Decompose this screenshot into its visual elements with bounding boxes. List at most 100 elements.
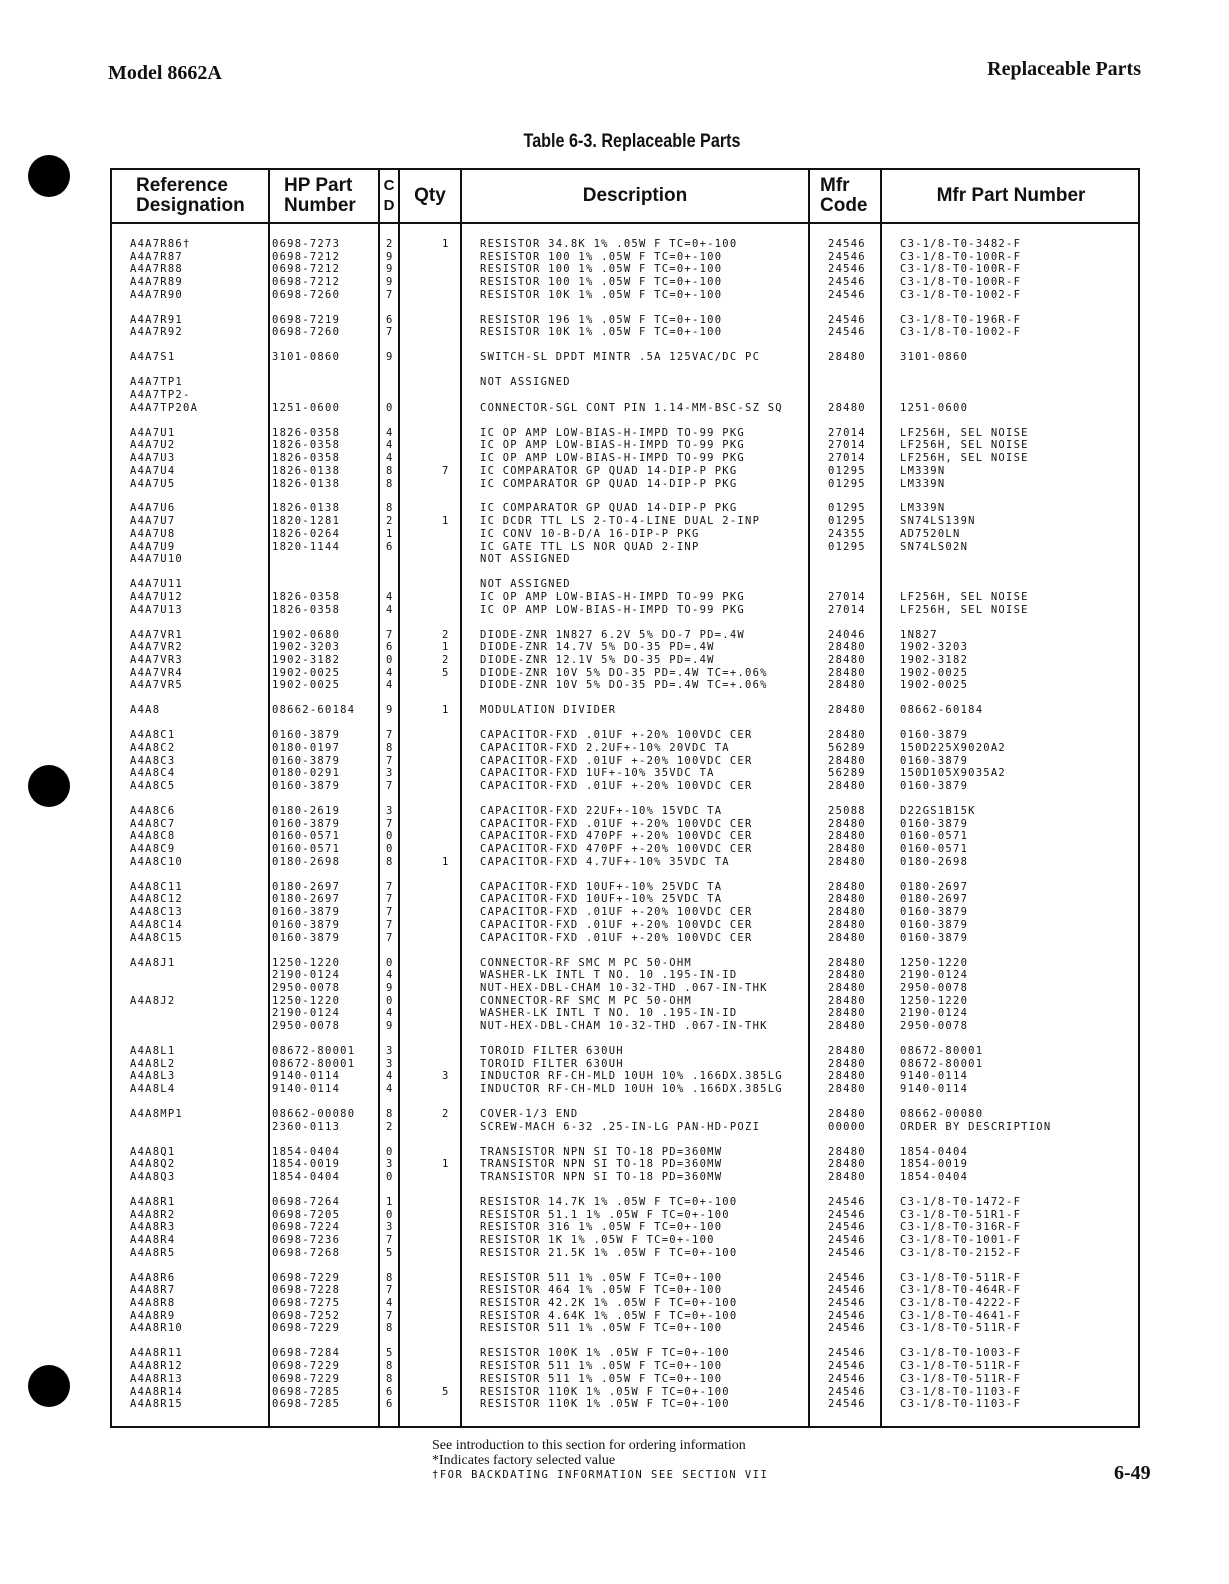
cd-digit: 5 (386, 1246, 394, 1259)
cd-digit: 6 (386, 641, 394, 654)
mfr-part-number: 08662-00080 (900, 1107, 984, 1120)
mfr-code: 28480 (828, 1145, 866, 1158)
table-row: 2950-0078 9 NUT-HEX-DBL-CHAM 10-32-THD .06… (112, 1020, 1138, 1033)
hp-part-number: 0698-7212 (272, 276, 341, 289)
mfr-part-number: SN74LS02N (900, 540, 969, 553)
cd-digit: 9 (386, 981, 394, 994)
table-row: A4A7U10 NOT ASSIGNED (112, 553, 1138, 566)
mfr-code: 28480 (828, 969, 866, 982)
row-group: A4A7U11 NOT ASSIGNED A4A7U12 1826-0358 4 IC O… (112, 578, 1138, 616)
ref-designation: A4A8MP1 (130, 1107, 184, 1120)
ref-designation: A4A8C5 (130, 780, 176, 793)
mfr-code: 28480 (828, 666, 866, 679)
hp-part-number: 0180-0197 (272, 741, 341, 754)
hp-part-number: 08672-80001 (272, 1044, 356, 1057)
description: CAPACITOR-FXD .01UF +-20% 100VDC CER (480, 931, 753, 944)
ref-designation: A4A8C10 (130, 855, 184, 868)
cd-digit: 8 (386, 464, 394, 477)
description: CONNECTOR-SGL CONT PIN 1.14-MM-BSC-SZ SQ (480, 401, 783, 414)
row-group: A4A7S1 3101-0860 9 SWITCH-SL DPDT MINTR .5A… (112, 351, 1138, 364)
row-group: A4A7VR1 1902-0680 7 2 DIODE-ZNR 1N827 6.2V 5… (112, 629, 1138, 692)
description: IC OP AMP LOW-BIAS-H-IMPD TO-99 PKG (480, 439, 746, 452)
cd-digit: 3 (386, 1044, 394, 1057)
hp-part-number: 0698-7212 (272, 250, 341, 263)
cd-digit: 8 (386, 1107, 394, 1120)
description: IC OP AMP LOW-BIAS-H-IMPD TO-99 PKG (480, 603, 746, 616)
hp-part-number: 0160-3879 (272, 906, 341, 919)
description: CAPACITOR-FXD 2.2UF+-10% 20VDC TA (480, 741, 730, 754)
description: COVER-1/3 END (480, 1107, 579, 1120)
mfr-part-number: 1854-0404 (900, 1145, 969, 1158)
mfr-code: 28480 (828, 931, 866, 944)
mfr-part-number: C3-1/8-T0-1472-F (900, 1196, 1022, 1208)
table-row: A4A8R1 0698-7264 1 RESISTOR 14.7K 1% .05W F… (112, 1196, 1138, 1209)
ref-designation: A4A8R9 (130, 1309, 176, 1322)
ref-designation: A4A7U3 (130, 452, 176, 465)
table-row: A4A7U13 1826-0358 4 IC OP AMP LOW-BIAS-H-IM… (112, 604, 1138, 617)
table-row: A4A8C10 0180-2698 8 1 CAPACITOR-FXD 4.7UF+-1… (112, 856, 1138, 869)
mfr-part-number: 2950-0078 (900, 1019, 969, 1032)
table-row: A4A7TP20A 1251-0600 0 CONNECTOR-SGL CONT PI… (112, 402, 1138, 415)
col-header-mfr: Mfr Code (820, 175, 868, 216)
ref-designation: A4A8R12 (130, 1360, 184, 1373)
mfr-code: 28480 (828, 817, 866, 830)
ref-designation: A4A7U5 (130, 477, 176, 490)
table-row: A4A8C13 0160-3879 7 CAPACITOR-FXD .01UF +-2… (112, 906, 1138, 919)
cd-digit: 2 (386, 515, 394, 528)
footnote-backdating: †FOR BACKDATING INFORMATION SEE SECTION … (432, 1469, 769, 1481)
table-row: A4A8R11 0698-7284 5 RESISTOR 100K 1% .05W F… (112, 1347, 1138, 1360)
mfr-part-number: C3-1/8-T0-511R-F (900, 1271, 1022, 1284)
mfr-part-number: 0160-3879 (900, 729, 969, 742)
ref-designation: A4A7VR2 (130, 641, 184, 654)
hp-part-number: 0698-7285 (272, 1398, 341, 1411)
row-group: A4A8MP1 08662-00080 8 2 COVER-1/3 END 28480 08… (112, 1108, 1138, 1133)
divider (460, 170, 462, 1426)
description: DIODE-ZNR 1N827 6.2V 5% DO-7 PD=.4W (480, 628, 746, 641)
description: WASHER-LK INTL T NO. 10 .195-IN-ID (480, 969, 738, 982)
mfr-code: 24546 (828, 1208, 866, 1221)
mfr-code: 01295 (828, 464, 866, 477)
cd-digit: 4 (386, 426, 394, 439)
description: IC CONV 10-B-D/A 16-DIP-P PKG (480, 527, 700, 540)
description: CAPACITOR-FXD .01UF +-20% 100VDC CER (480, 918, 753, 931)
description: NOT ASSIGNED (480, 376, 571, 389)
mfr-code: 28480 (828, 906, 866, 919)
mfr-part-number: 08662-60184 (900, 704, 984, 717)
mfr-part-number: C3-1/8-T0-1003-F (900, 1347, 1022, 1360)
hp-part-number: 2950-0078 (272, 981, 341, 994)
ref-designation: A4A8R2 (130, 1208, 176, 1221)
ref-designation: A4A8C13 (130, 906, 184, 919)
mfr-part-number: C3-1/8-T0-464R-F (900, 1284, 1022, 1297)
row-group: A4A8 08662-60184 9 1 MODULATION DIVIDER 28480… (112, 704, 1138, 717)
description: CAPACITOR-FXD 10UF+-10% 25VDC TA (480, 880, 723, 893)
mfr-code: 28480 (828, 1158, 866, 1171)
page-number: 6-49 (1114, 1462, 1151, 1484)
cd-digit: 8 (386, 502, 394, 515)
ref-designation: A4A7VR5 (130, 679, 184, 692)
cd-digit: 4 (386, 452, 394, 465)
mfr-code: 28480 (828, 1007, 866, 1020)
cd-digit: 4 (386, 1007, 394, 1020)
hp-part-number: 1902-0680 (272, 628, 341, 641)
mfr-code: 28480 (828, 843, 866, 856)
table-row: A4A8R2 0698-7205 0 RESISTOR 51.1 1% .05W F … (112, 1209, 1138, 1222)
mfr-code: 28480 (828, 1107, 866, 1120)
cd-digit: 9 (386, 276, 394, 289)
mfr-code: 28480 (828, 679, 866, 692)
hp-part-number: 1902-3182 (272, 653, 341, 666)
table-row: A4A7TP1 NOT ASSIGNED (112, 376, 1138, 389)
table-row: A4A8J1 1250-1220 0 CONNECTOR-RF SMC M PC 50… (112, 957, 1138, 970)
description: IC OP AMP LOW-BIAS-H-IMPD TO-99 PKG (480, 426, 746, 439)
mfr-part-number: 0160-3879 (900, 918, 969, 931)
hp-part-number: 1826-0358 (272, 439, 341, 452)
hp-part-number: 1826-0264 (272, 527, 341, 540)
cd-digit: 9 (386, 351, 394, 364)
hp-part-number: 2360-0113 (272, 1120, 341, 1133)
mfr-code: 28480 (828, 729, 866, 742)
ref-designation: A4A8C7 (130, 817, 176, 830)
table-row: A4A8C5 0160-3879 7 CAPACITOR-FXD .01UF +-20… (112, 780, 1138, 793)
ref-designation: A4A7U10 (130, 553, 184, 566)
table-row: A4A8R12 0698-7229 8 RESISTOR 511 1% .05W F … (112, 1360, 1138, 1373)
hp-part-number: 9140-0114 (272, 1082, 341, 1095)
description: CAPACITOR-FXD 1UF+-10% 35VDC TA (480, 767, 715, 780)
